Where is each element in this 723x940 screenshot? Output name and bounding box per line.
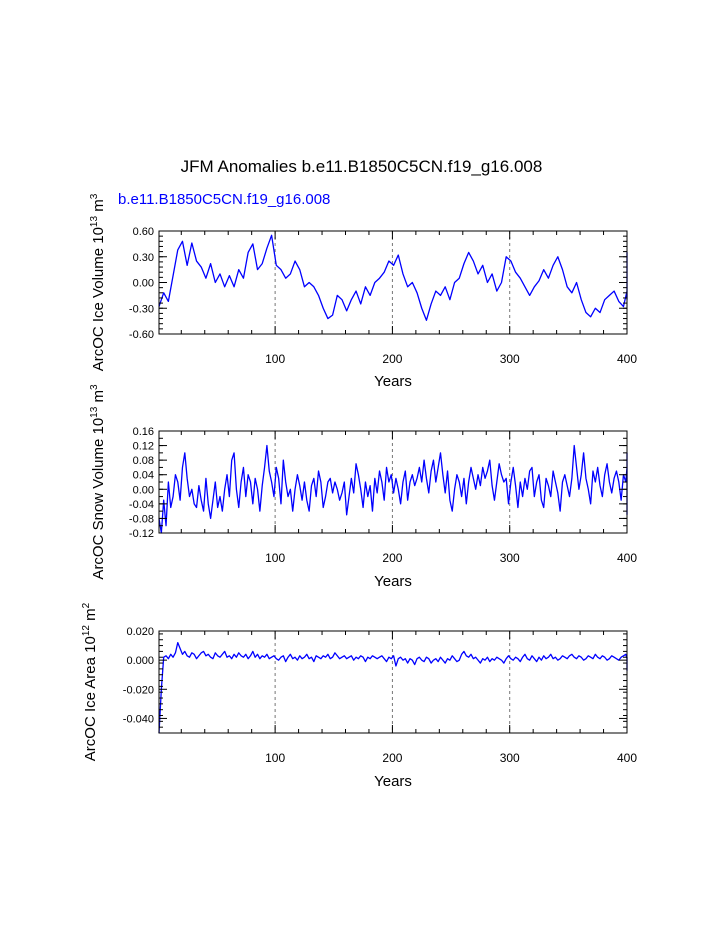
chart-panels: -0.60 -0.30 0.00 0.30 0.60 100 200 300 400 Years A…: [81, 193, 637, 790]
ytick-label: 0.30: [133, 252, 154, 264]
xtick-label: 300: [500, 352, 520, 366]
y-axis-label: ArcOC Ice Area 1012 m2: [81, 602, 99, 761]
ytick-label: 0.000: [126, 655, 154, 667]
ytick-label: -0.60: [129, 329, 154, 341]
series-line-snow-volume: [158, 444, 628, 534]
plot-frame: [158, 630, 628, 734]
plot-frame: [158, 430, 628, 534]
ytick-label: 0.12: [133, 441, 154, 453]
figure-title: JFM Anomalies b.e11.B1850C5CN.f19_g16.00…: [181, 157, 543, 176]
chart-ice-volume: -0.60 -0.30 0.00 0.30 0.60 100 200 300 400 Years A…: [89, 193, 637, 390]
xtick-label: 200: [382, 751, 402, 765]
ytick-label: 0.00: [133, 484, 154, 496]
ytick-label: 0.60: [133, 226, 154, 238]
ytick-label: 0.00: [133, 278, 154, 290]
y-axis-label: ArcOC Ice Volume 1013 m3: [89, 193, 107, 371]
ytick-label: 0.04: [133, 470, 154, 482]
ytick-label: -0.040: [123, 713, 154, 725]
xtick-label: 400: [617, 551, 637, 565]
ytick-label: 0.08: [133, 455, 154, 467]
ytick-label: -0.12: [129, 528, 154, 540]
y-axis-label: ArcOC Snow Volume 1013 m3: [89, 384, 107, 580]
x-axis-label: Years: [374, 773, 412, 790]
plot-frame: [158, 230, 628, 335]
x-axis-label: Years: [374, 373, 412, 390]
xtick-label: 100: [265, 751, 285, 765]
series-line-ice-volume: [158, 234, 628, 321]
chart-snow-volume: -0.12 -0.08 -0.04 0.00 0.04 0.08 0.12 0.16 100 20…: [89, 384, 637, 590]
xtick-label: 200: [382, 551, 402, 565]
ytick-label: 0.020: [126, 626, 154, 638]
ytick-label: -0.04: [129, 499, 154, 511]
xtick-label: 200: [382, 352, 402, 366]
x-axis-label: Years: [374, 573, 412, 590]
series-line-ice-area: [158, 642, 628, 734]
ytick-label: -0.020: [123, 684, 154, 696]
ytick-label: -0.30: [129, 303, 154, 315]
xtick-label: 300: [500, 751, 520, 765]
xtick-label: 100: [265, 551, 285, 565]
ytick-label: 0.16: [133, 426, 154, 438]
case-label: b.e11.B1850C5CN.f19_g16.008: [118, 191, 330, 208]
xtick-label: 100: [265, 352, 285, 366]
xtick-label: 400: [617, 751, 637, 765]
xtick-label: 300: [500, 551, 520, 565]
chart-ice-area: -0.040 -0.020 0.000 0.020 100 200 300 400 Years A…: [81, 602, 637, 790]
xtick-label: 400: [617, 352, 637, 366]
ytick-label: -0.08: [129, 513, 154, 525]
